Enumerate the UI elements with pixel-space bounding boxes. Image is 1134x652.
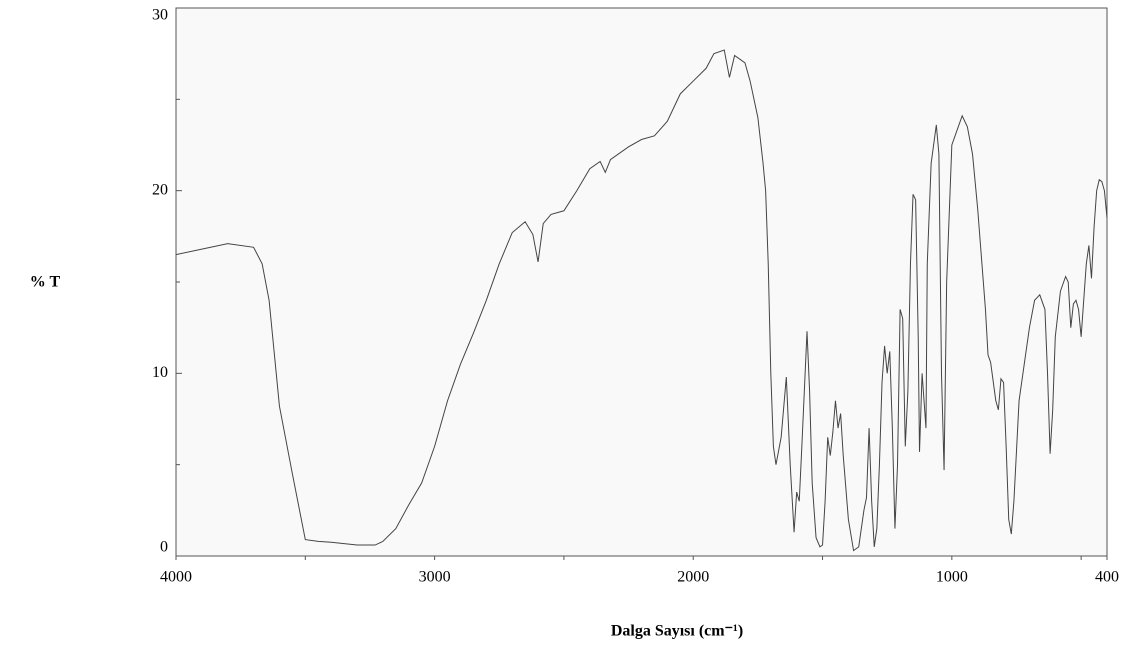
x-tick-label: 4000 xyxy=(160,569,192,586)
y-tick-label: 0 xyxy=(160,539,168,556)
y-axis-label: % T xyxy=(30,274,61,291)
x-tick-label: 2000 xyxy=(677,569,709,586)
y-tick-label: 30 xyxy=(152,7,168,24)
plot-area xyxy=(175,7,1108,557)
y-tick-label: 20 xyxy=(152,181,168,198)
spectrum-line xyxy=(175,49,1108,552)
x-tick-label: 3000 xyxy=(419,569,451,586)
x-tick-label: 400 xyxy=(1095,569,1119,586)
x-tick-label: 1000 xyxy=(936,569,968,586)
x-axis-label: Dalga Sayısı (cm⁻¹) xyxy=(611,623,743,640)
y-tick-label: 10 xyxy=(152,364,168,381)
